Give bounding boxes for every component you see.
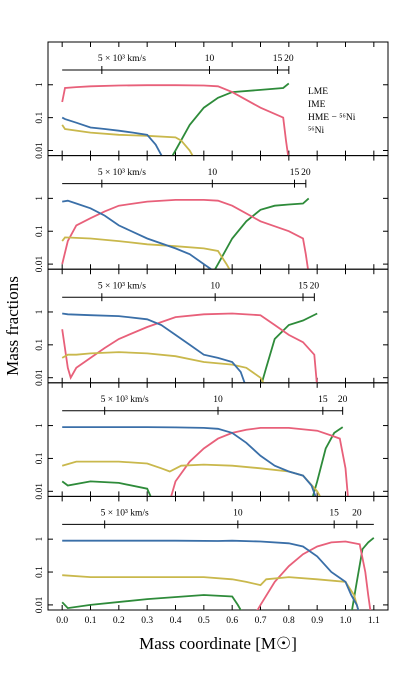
series-line bbox=[62, 426, 317, 497]
velocity-tick-label: 5 × 10³ km/s bbox=[101, 395, 149, 405]
legend-entry: HME − ⁵⁶Ni bbox=[308, 113, 356, 123]
series-line bbox=[256, 540, 372, 610]
panel-frame bbox=[47, 495, 389, 611]
y-tick-label: 0.01 bbox=[35, 142, 45, 159]
y-tick-label: 0.01 bbox=[35, 369, 45, 386]
velocity-tick-label: 20 bbox=[338, 395, 348, 405]
series-line bbox=[61, 236, 231, 270]
series-group bbox=[61, 537, 375, 610]
series-group bbox=[61, 197, 310, 270]
x-tick-label: 0.9 bbox=[311, 616, 323, 626]
x-tick-label: 0.3 bbox=[141, 616, 153, 626]
x-tick-label: 0.2 bbox=[113, 616, 125, 626]
velocity-tick-label: 15 bbox=[318, 395, 328, 405]
velocity-tick-label: 10 bbox=[213, 395, 223, 405]
velocity-tick-label: 5 × 10³ km/s bbox=[98, 281, 146, 291]
y-tick-label: 1 bbox=[35, 309, 45, 314]
x-tick-label: 0.0 bbox=[56, 616, 68, 626]
y-tick-label: 0.01 bbox=[35, 483, 45, 500]
x-axis-label: Mass coordinate [M☉] bbox=[139, 634, 297, 653]
legend-entry: ⁵⁶Ni bbox=[308, 126, 324, 136]
y-tick-label: 1 bbox=[35, 423, 45, 428]
y-tick-label: 0.01 bbox=[35, 596, 45, 613]
series-line bbox=[61, 116, 163, 156]
x-tick-label: 1.1 bbox=[368, 616, 380, 626]
velocity-tick-label: 20 bbox=[352, 509, 362, 519]
series-line bbox=[260, 312, 318, 383]
x-tick-label: 0.7 bbox=[255, 616, 267, 626]
series-line bbox=[214, 197, 310, 270]
y-tick-label: 0.1 bbox=[35, 225, 45, 237]
series-group bbox=[61, 312, 318, 383]
x-tick-label: 1.0 bbox=[340, 616, 352, 626]
series-group bbox=[61, 82, 290, 156]
series-line bbox=[61, 84, 290, 156]
series-line bbox=[61, 351, 265, 383]
velocity-tick-label: 10 bbox=[233, 509, 243, 519]
series-line bbox=[62, 199, 213, 270]
y-axis-label: Mass fractions bbox=[3, 276, 22, 376]
velocity-tick-label: 10 bbox=[210, 281, 220, 291]
series-line bbox=[61, 537, 375, 610]
velocity-tick-label: 5 × 10³ km/s bbox=[98, 54, 146, 64]
velocity-tick-label: 15 bbox=[329, 509, 339, 519]
y-tick-label: 1 bbox=[35, 196, 45, 201]
velocity-tick-label: 15 bbox=[290, 168, 300, 178]
y-tick-label: 0.1 bbox=[35, 452, 45, 464]
velocity-tick-label: 10 bbox=[205, 54, 215, 64]
x-tick-label: 0.8 bbox=[283, 616, 295, 626]
legend-entry: IME bbox=[308, 100, 326, 110]
y-tick-label: 0.1 bbox=[35, 111, 45, 123]
x-tick-label: 0.1 bbox=[85, 616, 97, 626]
velocity-tick-label: 20 bbox=[310, 281, 320, 291]
series-group bbox=[61, 426, 349, 497]
velocity-tick-label: 15 bbox=[273, 54, 283, 64]
y-tick-label: 1 bbox=[35, 537, 45, 542]
legend-entry: LME bbox=[308, 87, 328, 97]
series-line bbox=[170, 427, 349, 497]
velocity-tick-label: 15 bbox=[298, 281, 308, 291]
x-tick-label: 0.5 bbox=[198, 616, 210, 626]
series-line bbox=[61, 199, 309, 270]
velocity-tick-label: 20 bbox=[301, 168, 311, 178]
x-tick-label: 0.6 bbox=[226, 616, 238, 626]
velocity-tick-label: 5 × 10³ km/s bbox=[101, 509, 149, 519]
series-line bbox=[62, 539, 360, 610]
x-tick-label: 0.4 bbox=[170, 616, 182, 626]
y-tick-label: 0.1 bbox=[35, 339, 45, 351]
series-line bbox=[61, 312, 318, 383]
y-tick-label: 1 bbox=[35, 82, 45, 87]
velocity-tick-label: 20 bbox=[284, 54, 294, 64]
velocity-tick-label: 5 × 10³ km/s bbox=[98, 168, 146, 178]
series-line bbox=[171, 82, 290, 156]
y-tick-label: 0.1 bbox=[35, 566, 45, 578]
y-tick-label: 0.01 bbox=[35, 256, 45, 273]
velocity-tick-label: 10 bbox=[208, 168, 218, 178]
series-line bbox=[62, 312, 246, 383]
